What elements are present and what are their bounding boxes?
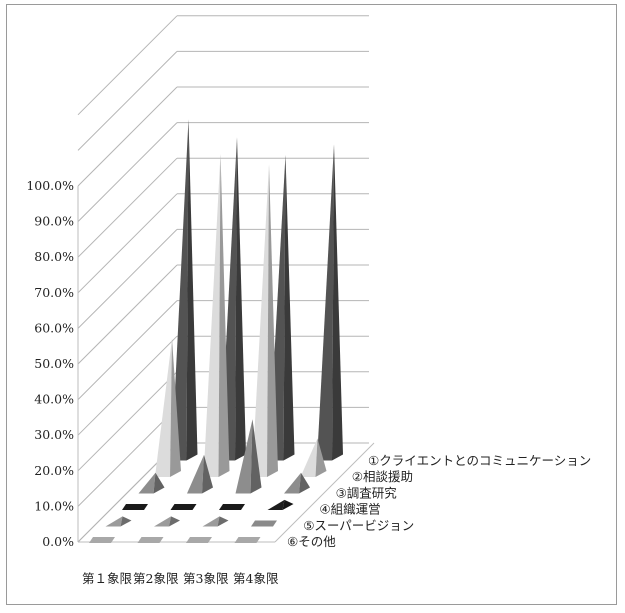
cone-mark-shadow	[235, 137, 246, 461]
cone-mark	[203, 153, 221, 477]
cone-mark-shadow	[283, 154, 295, 461]
chart-frame: 0.0% 10.0% 20.0% 30.0% 40.0% 50.0% 60.0% 70.0% 8…	[6, 4, 617, 605]
category-label: 第3象限	[183, 571, 229, 586]
cone-mark	[284, 472, 301, 494]
y-tick-label: 60.0%	[34, 320, 74, 335]
cone-mark	[251, 520, 277, 527]
series-label: ⑤スーパービジョン	[303, 518, 414, 533]
series-label: ③調査研究	[336, 485, 398, 500]
gridline-wall	[77, 86, 178, 187]
cone-mark-shadow	[315, 438, 327, 477]
gridline-wall	[77, 371, 178, 472]
cone-mark	[155, 338, 172, 477]
cone-mark-shadow	[170, 338, 181, 477]
cone-mark	[202, 516, 220, 527]
cone-mark	[267, 499, 285, 510]
cone-mark-shadow	[186, 119, 198, 461]
cone-mark	[234, 537, 261, 543]
y-tick-label: 10.0%	[34, 498, 74, 513]
cone-mark-shadow	[218, 153, 230, 477]
cone-mark	[138, 472, 156, 494]
cone-mark-shadow	[250, 419, 262, 494]
cone-mark	[105, 516, 123, 527]
gridline-wall	[77, 229, 178, 329]
cone-mark	[317, 144, 334, 461]
floor-right-edge	[274, 442, 375, 543]
series-label: ②相談援助	[352, 469, 413, 484]
cone-mark-shadow	[282, 499, 294, 510]
y-tick-label: 30.0%	[34, 427, 74, 442]
series-label: ⑥その他	[287, 534, 336, 549]
series-label: ①クライエントとのコミュニケーション	[368, 453, 591, 468]
category-labels: 第１象限 第2象限 第3象限 第4象限	[82, 571, 279, 586]
cone-mark-shadow	[267, 164, 278, 477]
cone-mark	[220, 137, 237, 461]
category-label: 第4象限	[233, 571, 279, 586]
cone-mark-shadow	[217, 516, 229, 527]
cone-mark	[219, 504, 245, 510]
cone-mark-shadow	[202, 454, 213, 494]
y-tick-label: 20.0%	[34, 463, 74, 478]
gridline-wall	[77, 122, 178, 222]
cone-mark	[89, 537, 115, 543]
cone-mark	[252, 164, 269, 477]
cone-mark	[235, 419, 253, 494]
gridline-wall	[77, 300, 178, 400]
y-tick-label: 0.0%	[42, 534, 74, 549]
cone-mark	[171, 119, 189, 461]
category-label: 第2象限	[133, 571, 179, 586]
gridline-wall	[77, 407, 178, 507]
cone-mark	[137, 537, 164, 543]
gridline-wall	[77, 157, 178, 258]
y-axis-ticks: 0.0% 10.0% 20.0% 30.0% 40.0% 50.0% 60.0% 70.0% 8…	[26, 178, 74, 549]
gridline-wall	[77, 51, 178, 151]
cone-chart: 0.0% 10.0% 20.0% 30.0% 40.0% 50.0% 60.0% 70.0% 8…	[26, 15, 591, 586]
category-label: 第１象限	[82, 571, 133, 586]
cone-mark	[122, 504, 148, 510]
cone-mark	[186, 537, 212, 543]
cone-mark	[187, 454, 204, 494]
gridline-wall	[77, 15, 178, 116]
y-tick-label: 80.0%	[34, 249, 74, 264]
cone-mark	[300, 438, 318, 477]
cone-mark	[170, 504, 197, 510]
cone-mark-shadow	[153, 472, 165, 494]
y-tick-label: 100.0%	[26, 178, 74, 193]
cone-mark	[154, 516, 171, 527]
cone-mark-shadow	[169, 516, 180, 527]
series-label: ④組織運営	[319, 502, 380, 517]
gridline-wall	[77, 193, 178, 294]
cone-mark-shadow	[332, 144, 343, 461]
cone-marks	[89, 119, 343, 543]
y-tick-label: 70.0%	[34, 285, 74, 300]
gridline-wall	[77, 335, 178, 436]
y-tick-label: 90.0%	[34, 214, 74, 229]
y-tick-label: 50.0%	[34, 356, 74, 371]
y-tick-label: 40.0%	[34, 392, 74, 407]
cone-mark-shadow	[120, 516, 132, 527]
cone-mark-shadow	[299, 472, 310, 494]
gridline-wall	[77, 264, 178, 365]
